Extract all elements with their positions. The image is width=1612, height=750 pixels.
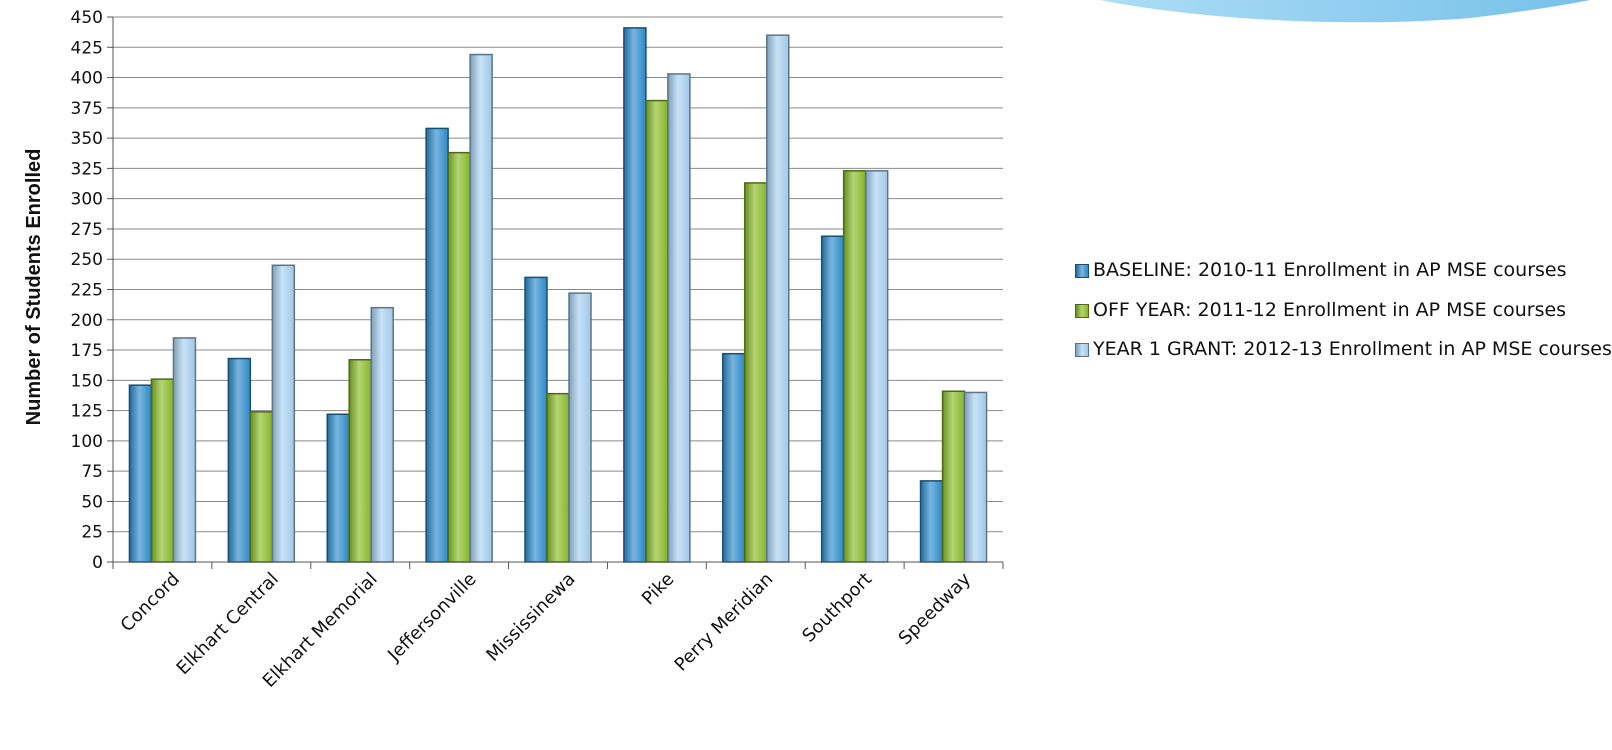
y-tick-label: 425 bbox=[71, 38, 103, 58]
y-tick-label: 125 bbox=[71, 402, 103, 422]
y-axis-label: Number of Students Enrolled bbox=[23, 149, 45, 426]
bar-speedway-series-1 bbox=[919, 480, 944, 563]
x-tick-label: Concord bbox=[117, 569, 184, 636]
legend-swatch bbox=[1075, 343, 1089, 358]
bar-concord-series-2 bbox=[150, 378, 175, 563]
bar-jeffersonville-series-2 bbox=[447, 151, 471, 563]
legend-swatch bbox=[1075, 264, 1089, 278]
bar-perry-meridian-series-2 bbox=[744, 182, 768, 563]
legend-label: OFF YEAR: 2011-12 Enrollment in AP MSE c… bbox=[1093, 298, 1567, 321]
bar-elkhart-memorial-series-2 bbox=[348, 358, 372, 563]
legend-label: BASELINE: 2010-11 Enrollment in AP MSE c… bbox=[1093, 259, 1567, 281]
y-tick-label: 325 bbox=[71, 159, 103, 179]
x-tick-label: Elkhart Central bbox=[173, 569, 283, 679]
bar-perry-meridian-series-1 bbox=[722, 352, 746, 563]
bar-concord-series-3 bbox=[172, 337, 197, 563]
bar-southport-series-1 bbox=[820, 235, 845, 563]
y-tick-label: 200 bbox=[71, 311, 103, 331]
bar-jeffersonville-series-3 bbox=[469, 53, 493, 563]
y-tick-label: 150 bbox=[71, 371, 103, 391]
legend-item: OFF YEAR: 2011-12 Enrollment in AP MSE c… bbox=[1075, 298, 1612, 324]
legend-label: YEAR 1 GRANT: 2012-13 Enrollment in AP M… bbox=[1093, 338, 1612, 361]
x-tick-label: Speedway bbox=[895, 568, 976, 649]
bar-elkhart-memorial-series-3 bbox=[370, 306, 394, 563]
bar-jeffersonville-series-1 bbox=[425, 127, 449, 563]
bar-speedway-series-2 bbox=[941, 390, 966, 563]
x-tick-label: Pike bbox=[638, 569, 679, 610]
x-tick-label: Jeffersonville bbox=[383, 569, 480, 666]
y-tick-label: 375 bbox=[71, 99, 103, 119]
bar-pike-series-2 bbox=[645, 99, 669, 563]
y-tick-label: 250 bbox=[71, 250, 103, 270]
y-tick-label: 225 bbox=[71, 281, 103, 301]
bar-southport-series-3 bbox=[864, 170, 889, 563]
bar-elkhart-central-series-1 bbox=[227, 357, 252, 563]
y-tick-label: 175 bbox=[71, 341, 103, 361]
y-tick-label: 0 bbox=[92, 553, 103, 573]
bar-perry-meridian-series-3 bbox=[766, 34, 790, 563]
legend-item: BASELINE: 2010-11 Enrollment in AP MSE c… bbox=[1075, 258, 1612, 284]
y-tick-label: 75 bbox=[81, 462, 103, 482]
bar-pike-series-1 bbox=[623, 27, 647, 563]
x-tick-label: Perry Meridian bbox=[671, 569, 778, 676]
y-tick-label: 450 bbox=[71, 8, 103, 28]
bar-elkhart-memorial-series-1 bbox=[326, 413, 350, 563]
y-tick-label: 275 bbox=[71, 220, 103, 240]
bars bbox=[128, 27, 988, 563]
legend: BASELINE: 2010-11 Enrollment in AP MSE c… bbox=[1075, 258, 1612, 377]
bar-elkhart-central-series-2 bbox=[249, 411, 274, 563]
y-tick-label: 350 bbox=[71, 129, 103, 149]
axes bbox=[107, 16, 1004, 569]
legend-item: YEAR 1 GRANT: 2012-13 Enrollment in AP M… bbox=[1075, 337, 1612, 363]
legend-swatch bbox=[1075, 303, 1089, 318]
decorative-wave bbox=[1100, 0, 1590, 23]
bar-pike-series-3 bbox=[667, 73, 691, 563]
bar-southport-series-2 bbox=[842, 170, 867, 563]
y-tick-label: 25 bbox=[81, 523, 103, 543]
bar-mississinewa-series-2 bbox=[546, 392, 570, 563]
y-tick-label: 50 bbox=[81, 492, 103, 512]
x-tick-label: Southport bbox=[798, 569, 876, 647]
y-tick-label: 300 bbox=[71, 190, 103, 210]
y-tick-label: 400 bbox=[71, 69, 103, 89]
bar-concord-series-1 bbox=[128, 384, 153, 563]
bar-mississinewa-series-1 bbox=[524, 276, 548, 563]
bar-mississinewa-series-3 bbox=[568, 292, 592, 563]
bar-elkhart-central-series-3 bbox=[271, 264, 296, 563]
bar-speedway-series-3 bbox=[963, 391, 988, 563]
x-tick-label: Mississinewa bbox=[482, 569, 579, 666]
y-tick-label: 100 bbox=[71, 432, 103, 452]
